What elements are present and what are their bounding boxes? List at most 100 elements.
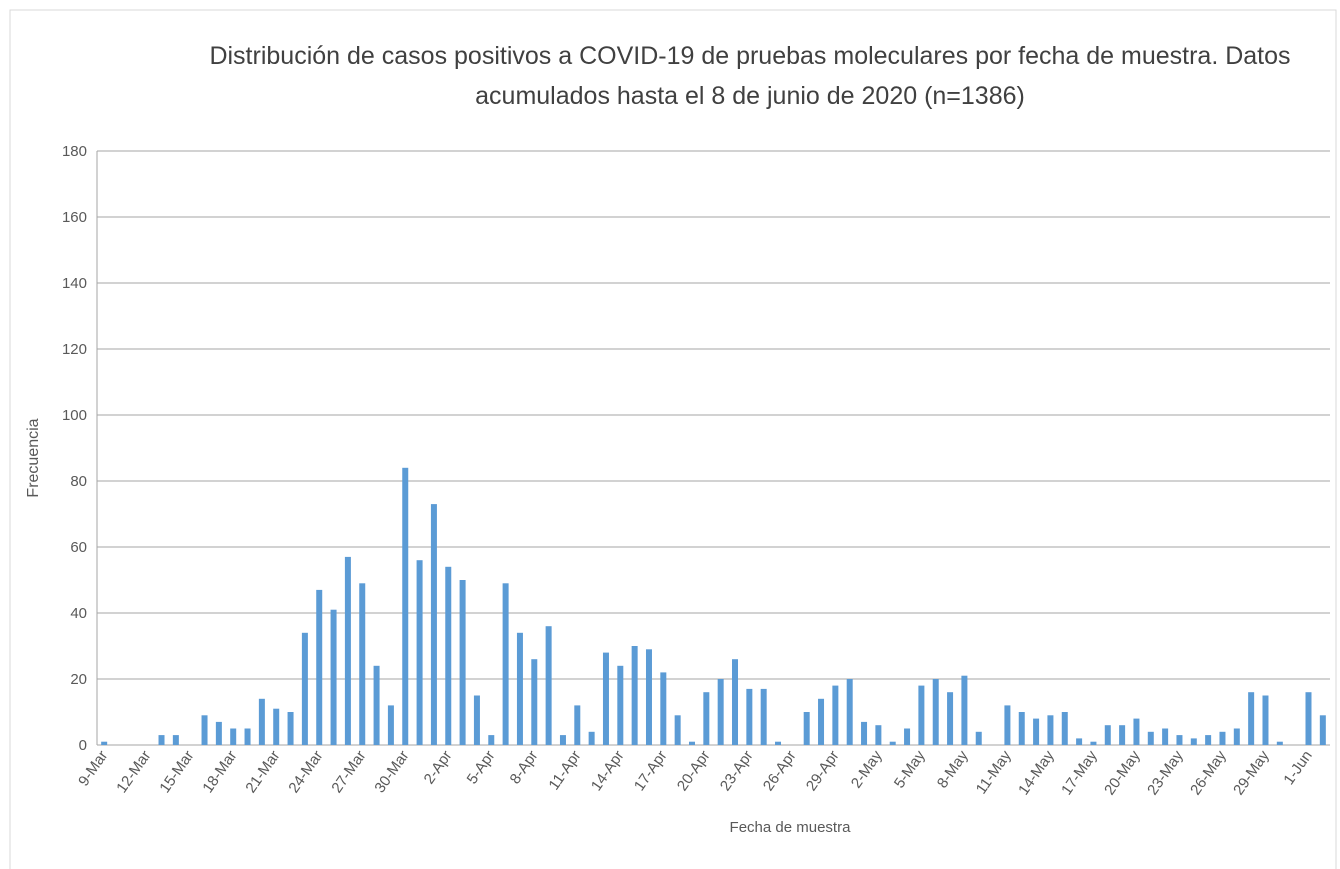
bar <box>330 609 337 745</box>
bar <box>1162 728 1169 745</box>
bar <box>502 583 509 745</box>
y-tick-label: 60 <box>70 539 87 556</box>
x-axis-title: Fecha de muestra <box>730 819 852 836</box>
bar <box>516 632 523 745</box>
bar <box>703 692 710 745</box>
x-tick-label: 24-Mar <box>285 748 326 797</box>
bar <box>473 695 480 745</box>
bar <box>445 566 452 745</box>
bar <box>1119 725 1126 745</box>
bar <box>545 626 552 745</box>
y-tick-label: 140 <box>62 275 87 292</box>
bar <box>430 504 437 745</box>
bar <box>1248 692 1255 745</box>
bar <box>402 467 409 745</box>
x-tick-label: 2-May <box>848 747 886 791</box>
bar <box>1004 705 1011 745</box>
bar <box>244 728 251 745</box>
bar <box>531 659 538 745</box>
bar <box>488 735 495 745</box>
bar <box>1061 712 1068 745</box>
y-tick-label: 160 <box>62 209 87 226</box>
bar <box>359 583 366 745</box>
bar <box>230 728 237 745</box>
bar <box>932 679 939 745</box>
bar <box>846 679 853 745</box>
bar <box>172 735 179 745</box>
bar <box>344 556 351 745</box>
bar <box>1305 692 1312 745</box>
bar <box>459 580 466 745</box>
bar <box>101 741 108 745</box>
bar <box>645 649 652 745</box>
bar <box>1047 715 1054 745</box>
x-tick-label: 8-Apr <box>507 748 542 788</box>
x-tick-label: 23-May <box>1144 747 1187 798</box>
y-tick-label: 80 <box>70 473 87 490</box>
bar <box>258 698 265 745</box>
x-tick-label: 5-May <box>891 747 929 791</box>
bar <box>688 741 695 745</box>
x-tick-label: 23-Apr <box>717 748 757 795</box>
bar <box>316 589 323 745</box>
bar <box>1205 735 1212 745</box>
chart-frame <box>9 9 1337 869</box>
x-tick-label: 18-Mar <box>199 748 240 797</box>
x-tick-label: 8-May <box>934 747 972 791</box>
x-tick-label: 17-May <box>1058 747 1101 798</box>
bar <box>1190 738 1197 745</box>
bar <box>1276 741 1283 745</box>
x-tick-label: 11-Apr <box>545 748 584 794</box>
bar <box>1018 712 1025 745</box>
bar <box>1076 738 1083 745</box>
bar <box>717 679 724 745</box>
x-tick-label: 29-May <box>1230 747 1273 798</box>
bar <box>301 632 308 745</box>
bar <box>416 560 423 745</box>
bar <box>273 708 280 745</box>
x-tick-label: 14-Apr <box>588 748 628 795</box>
bar <box>1319 715 1326 745</box>
y-tick-label: 0 <box>79 737 87 754</box>
bar <box>387 705 394 745</box>
x-tick-label: 30-Mar <box>371 748 412 797</box>
x-tick-label: 29-Apr <box>803 748 843 795</box>
bar <box>832 685 839 745</box>
bar <box>215 721 222 745</box>
bar <box>287 712 294 745</box>
bar <box>1147 731 1154 745</box>
x-tick-label: 21-Mar <box>242 748 283 797</box>
bar <box>918 685 925 745</box>
x-tick-label: 26-May <box>1187 747 1230 798</box>
bar <box>617 665 624 745</box>
y-tick-label: 120 <box>62 341 87 358</box>
bar <box>158 735 165 745</box>
x-tick-label: 1-Jun <box>1280 748 1315 788</box>
bar <box>201 715 208 745</box>
bar <box>660 672 667 745</box>
bar <box>1104 725 1111 745</box>
bar <box>1033 718 1040 745</box>
x-tick-label: 20-Apr <box>674 748 714 795</box>
y-tick-label: 180 <box>62 143 87 160</box>
bar <box>803 712 810 745</box>
x-tick-label: 12-Mar <box>113 748 154 797</box>
x-tick-label: 11-May <box>973 747 1015 797</box>
bar <box>631 646 638 745</box>
x-tick-label: 27-Mar <box>328 748 369 797</box>
x-tick-label: 2-Apr <box>421 748 456 788</box>
chart-title: Distribución de casos positivos a COVID-… <box>209 42 1291 110</box>
bar <box>1133 718 1140 745</box>
bar <box>559 735 566 745</box>
x-tick-label: 17-Apr <box>631 748 671 795</box>
bar <box>1219 731 1226 745</box>
bar <box>961 675 968 745</box>
y-tick-label: 100 <box>62 407 87 424</box>
x-tick-label: 14-May <box>1015 747 1058 798</box>
bar <box>889 741 896 745</box>
bar <box>818 698 825 745</box>
x-tick-label: 26-Apr <box>760 748 800 795</box>
x-tick-label: 5-Apr <box>464 748 499 788</box>
